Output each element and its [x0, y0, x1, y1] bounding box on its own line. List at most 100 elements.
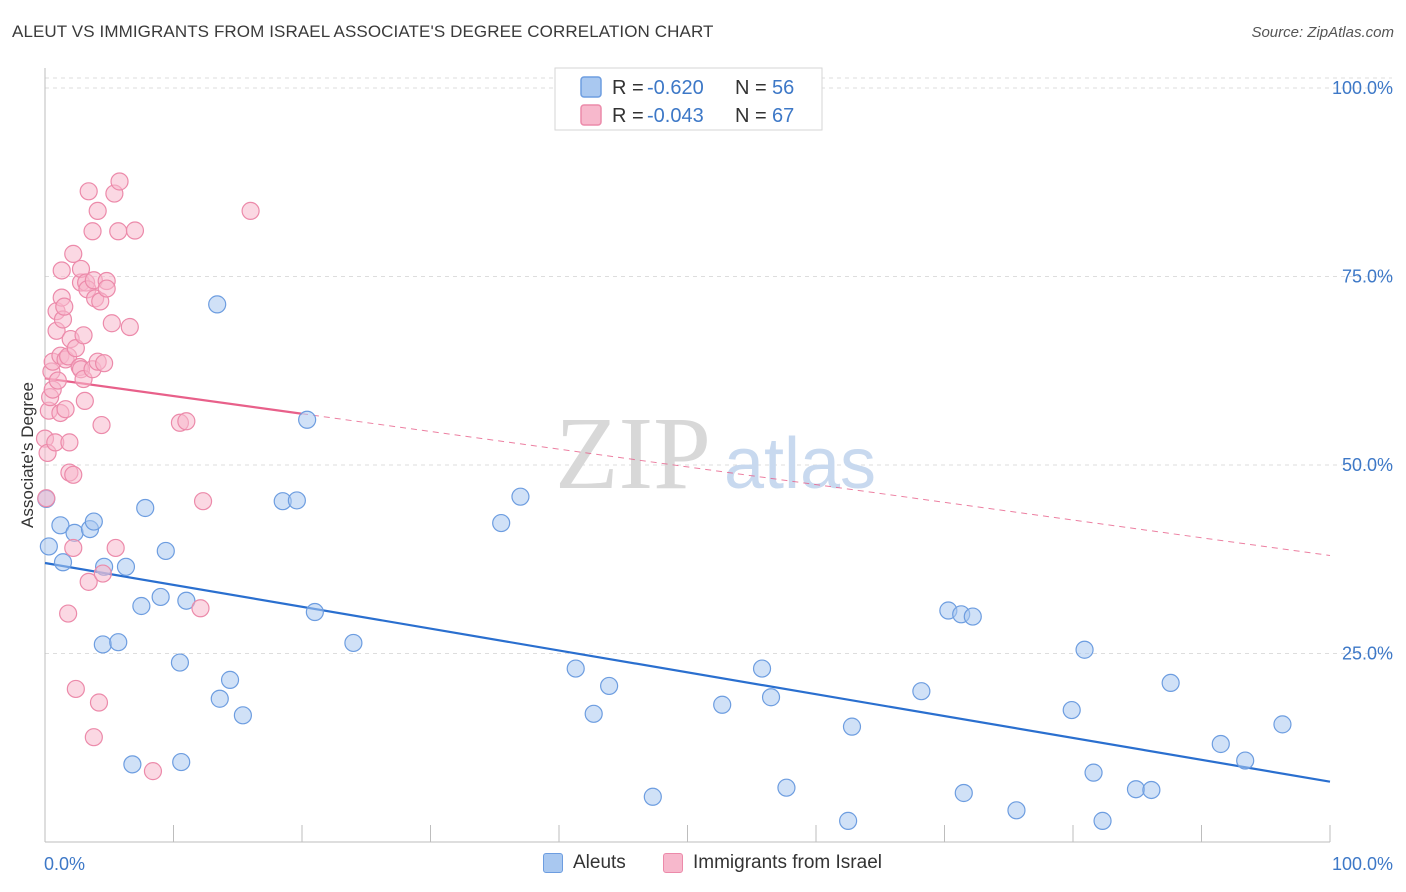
data-point-pink: [74, 326, 93, 345]
data-point-pink: [143, 762, 163, 781]
legend-swatch-pink: [663, 853, 683, 873]
data-point-blue: [65, 523, 84, 542]
data-point-blue: [220, 670, 240, 689]
data-point-pink: [52, 261, 71, 280]
data-point-blue: [84, 512, 103, 531]
data-point-blue: [136, 498, 155, 518]
data-point-pink: [79, 182, 98, 201]
legend-n-value: 67: [772, 105, 794, 127]
legend-n-label: N =: [735, 105, 767, 127]
data-point-blue: [1161, 673, 1180, 693]
data-point-blue: [1062, 700, 1081, 720]
data-point-blue: [1084, 763, 1103, 782]
data-point-blue: [298, 410, 317, 429]
legend-r-value: -0.043: [647, 105, 704, 127]
trend-line-blue: [44, 561, 1331, 783]
data-point-blue: [344, 633, 363, 653]
data-point-blue: [777, 778, 796, 797]
data-point-pink: [177, 412, 196, 431]
legend-top: R = -0.620 N = 56 R = -0.043 N = 67: [554, 67, 823, 131]
data-point-pink: [84, 728, 103, 747]
data-point-pink: [109, 222, 128, 241]
data-point-blue: [1236, 751, 1255, 770]
y-tick-label: 50.0%: [1342, 455, 1393, 475]
data-point-blue: [53, 553, 73, 572]
data-point-pink: [59, 604, 78, 623]
data-point-blue: [492, 513, 511, 533]
data-point-blue: [566, 659, 585, 678]
y-tick-label: 100.0%: [1332, 78, 1393, 98]
data-point-blue: [1211, 734, 1230, 754]
data-point-pink: [64, 465, 83, 484]
data-point-blue: [208, 295, 227, 314]
data-point-blue: [1093, 811, 1112, 830]
data-point-pink: [64, 538, 83, 558]
legend-r-label: R =: [612, 105, 644, 127]
data-point-blue: [842, 717, 862, 736]
data-point-pink: [37, 489, 56, 508]
legend-top-swatch-blue: [580, 76, 602, 98]
data-point-pink: [191, 599, 210, 618]
trend-line-pink-dashed: [301, 413, 1331, 556]
x-tick-label-min: 0.0%: [44, 854, 85, 874]
data-point-pink: [79, 572, 98, 591]
data-point-blue: [123, 755, 142, 774]
data-point-blue: [305, 602, 324, 622]
y-tick-label: 75.0%: [1342, 267, 1393, 287]
data-point-blue: [1126, 780, 1146, 799]
legend-item-aleuts: Aleuts: [543, 852, 626, 874]
legend-top-swatch-pink: [580, 104, 602, 126]
x-tick-label-max: 100.0%: [1332, 854, 1393, 874]
data-point-blue: [511, 487, 530, 506]
data-point-pink: [97, 279, 116, 298]
data-point-blue: [39, 537, 58, 556]
tick-labels: 25.0% 50.0% 75.0% 100.0% 0.0% 100.0%: [44, 78, 1393, 874]
y-tick-label: 25.0%: [1342, 644, 1393, 664]
data-point-pink: [125, 221, 145, 240]
data-point-blue: [156, 541, 175, 561]
watermark-atlas: atlas: [724, 424, 876, 504]
data-point-pink: [95, 354, 114, 373]
data-point-pink: [89, 693, 109, 712]
data-point-blue: [713, 695, 732, 714]
data-point-pink: [60, 433, 79, 452]
data-point-pink: [120, 317, 139, 337]
data-point-blue: [1142, 780, 1161, 800]
data-point-blue: [1273, 715, 1292, 734]
legend-label-israel: Immigrants from Israel: [693, 852, 882, 873]
data-point-blue: [839, 811, 858, 830]
data-point-blue: [151, 587, 170, 607]
data-point-blue: [51, 516, 70, 535]
legend-n-label: N =: [735, 77, 767, 99]
data-point-blue: [761, 688, 781, 707]
data-point-blue: [233, 706, 252, 725]
data-point-pink: [92, 415, 111, 435]
data-point-pink: [241, 201, 260, 221]
data-point-blue: [600, 676, 619, 696]
data-point-pink: [66, 679, 85, 699]
legend-n-value: 56: [772, 77, 794, 99]
legend-swatch-blue: [543, 853, 563, 873]
data-point-pink: [55, 297, 74, 316]
data-point-blue: [109, 633, 128, 652]
chart-title: ALEUT VS IMMIGRANTS FROM ISRAEL ASSOCIAT…: [12, 22, 714, 41]
data-point-pink: [83, 222, 102, 241]
data-point-pink: [48, 371, 67, 390]
data-point-blue: [1007, 801, 1026, 820]
data-point-blue: [132, 596, 151, 616]
data-point-pink: [110, 172, 129, 191]
legend-r-value: -0.620: [647, 77, 704, 99]
watermark: ZIP atlas: [555, 396, 876, 511]
data-point-blue: [643, 787, 662, 806]
data-point-pink: [93, 564, 112, 583]
legend-bottom: Aleuts Immigrants from Israel: [0, 852, 1406, 880]
data-point-blue: [963, 607, 982, 626]
grid-lines: [45, 77, 1392, 654]
data-point-blue: [93, 635, 112, 654]
data-point-blue: [912, 682, 931, 701]
data-point-pink: [64, 244, 83, 263]
data-point-blue: [177, 591, 196, 610]
data-point-pink: [75, 391, 94, 411]
data-point-pink: [56, 400, 75, 419]
